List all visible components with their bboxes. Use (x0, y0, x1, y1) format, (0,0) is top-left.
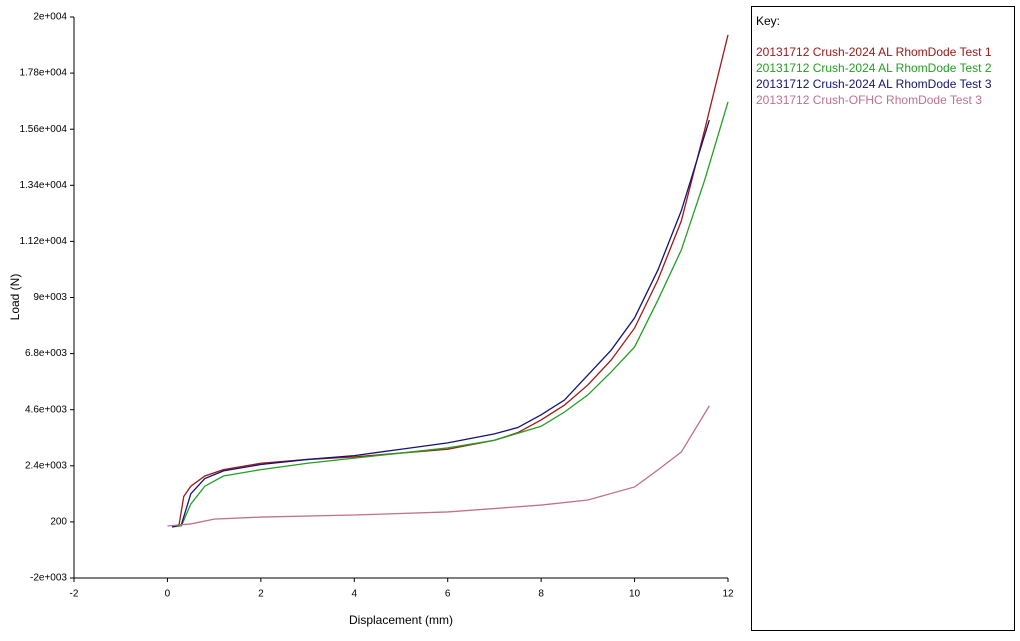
series-line (167, 405, 710, 527)
legend-entry: 20131712 Crush-2024 AL RhomDode Test 1 (756, 45, 992, 59)
x-tick-label: -2 (70, 589, 79, 600)
x-tick-label: 6 (445, 589, 451, 600)
legend-entry: 20131712 Crush-OFHC RhomDode Test 3 (756, 93, 982, 107)
y-tick-label: 6.8e+003 (25, 348, 67, 359)
y-axis-label: Load (N) (8, 274, 22, 321)
y-tick-label: 2e+004 (33, 12, 67, 23)
y-tick-label: 1.34e+004 (19, 180, 67, 191)
y-tick-label: -2e+003 (30, 573, 67, 584)
x-tick-label: 2 (258, 589, 264, 600)
series-line (171, 34, 729, 528)
legend-entry: 20131712 Crush-2024 AL RhomDode Test 2 (756, 61, 992, 75)
y-tick-label: 1.78e+004 (19, 68, 67, 79)
x-tick-label: 10 (629, 589, 641, 600)
y-tick-label: 1.12e+004 (19, 236, 67, 247)
x-tick-label: 12 (722, 589, 734, 600)
series-line (171, 119, 710, 528)
x-axis-label: Displacement (mm) (349, 613, 453, 627)
x-tick-label: 0 (165, 589, 171, 600)
x-tick-label: 8 (538, 589, 544, 600)
y-tick-label: 2.4e+003 (25, 460, 67, 471)
legend-box (751, 6, 1015, 631)
legend-title: Key: (756, 14, 780, 28)
legend-entry: 20131712 Crush-2024 AL RhomDode Test 3 (756, 77, 992, 91)
y-tick-label: 9e+003 (33, 292, 67, 303)
x-tick-label: 4 (352, 589, 358, 600)
y-tick-label: 4.6e+003 (25, 404, 67, 415)
series-line (172, 101, 729, 528)
y-tick-label: 1.56e+004 (19, 124, 67, 135)
y-tick-label: 200 (50, 517, 67, 528)
